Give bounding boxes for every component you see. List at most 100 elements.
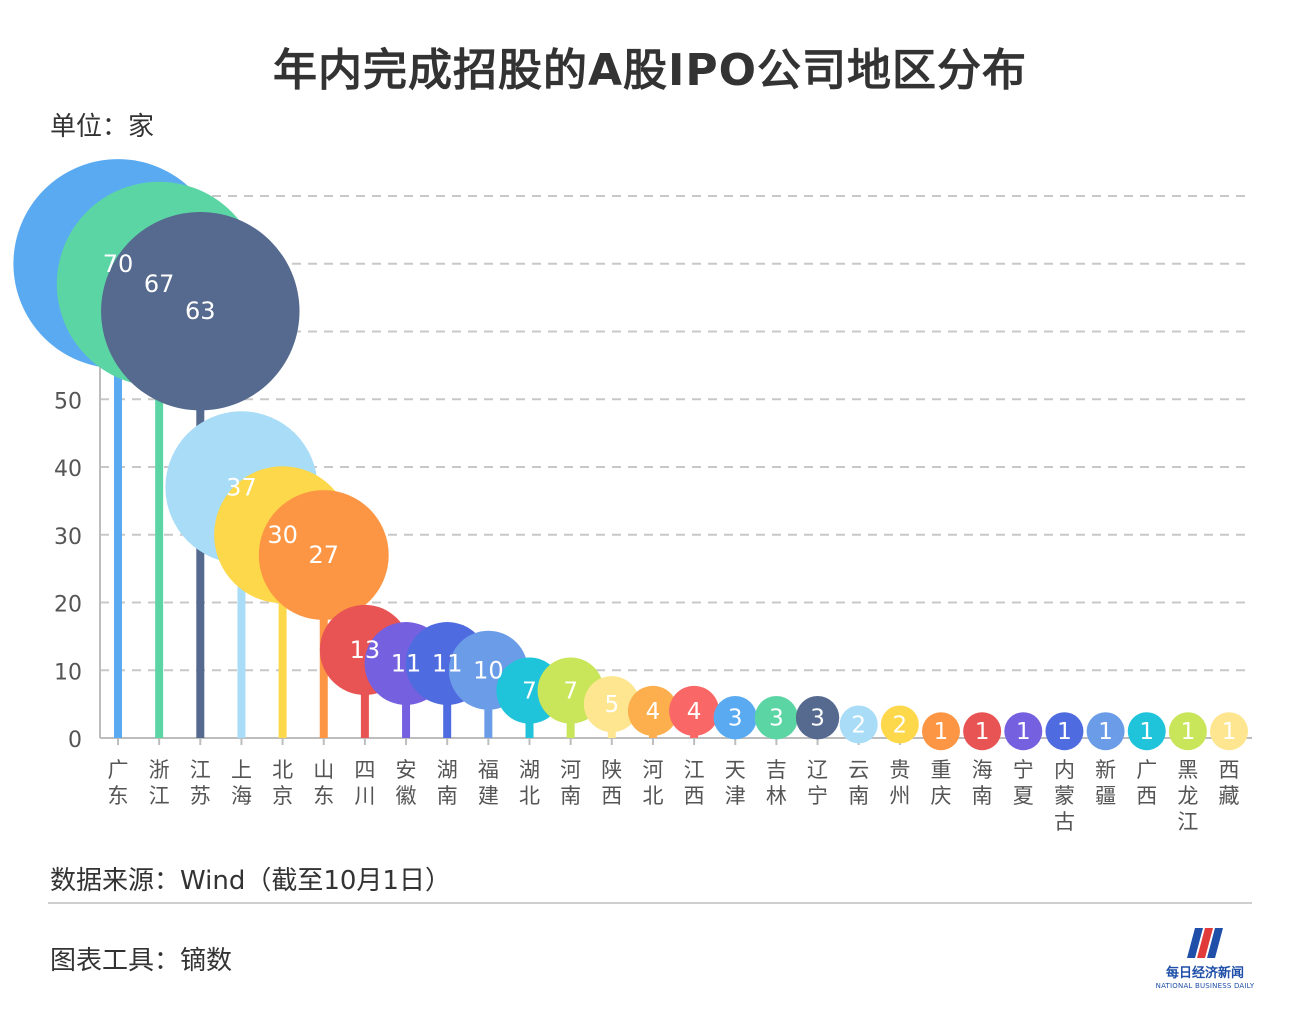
data-label: 4 [687, 699, 702, 725]
logo-text-en: NATIONAL BUSINESS DAILY [1155, 982, 1255, 990]
data-label: 7 [522, 679, 537, 705]
data-label: 37 [226, 473, 257, 501]
category-label: 河 [642, 758, 663, 782]
category-label: 川 [354, 784, 375, 808]
data-label: 27 [308, 541, 339, 569]
category-label: 新 [1095, 758, 1116, 782]
data-label: 70 [103, 250, 134, 278]
category-label: 辽 [807, 758, 828, 782]
category-label: 江 [190, 758, 211, 782]
category-label: 安 [396, 758, 417, 782]
unit-label: 单位：家 [50, 112, 155, 142]
category-label: 四 [354, 758, 375, 782]
category-label: 吉 [766, 758, 787, 782]
data-label: 2 [851, 712, 866, 738]
y-tick-label: 10 [54, 660, 82, 685]
category-label: 海 [231, 784, 252, 808]
category-label: 北 [519, 784, 540, 808]
category-label: 疆 [1095, 784, 1116, 808]
category-label: 宁 [1013, 758, 1034, 782]
category-label: 广 [108, 758, 129, 782]
category-label: 上 [231, 758, 252, 782]
data-label: 3 [810, 706, 825, 732]
category-label: 庆 [931, 784, 952, 808]
data-label: 3 [769, 706, 784, 732]
category-label: 江 [1177, 810, 1198, 834]
data-label: 11 [391, 649, 422, 677]
y-tick-label: 20 [54, 593, 82, 618]
divider [48, 902, 1252, 904]
category-label: 重 [931, 758, 952, 782]
data-bubble [1086, 712, 1125, 751]
category-label: 海 [972, 758, 993, 782]
category-label: 湖 [437, 758, 458, 782]
category-label: 河 [560, 758, 581, 782]
data-label: 11 [432, 649, 463, 677]
category-label: 江 [684, 758, 705, 782]
category-label: 夏 [1013, 784, 1034, 808]
category-label: 江 [149, 784, 170, 808]
category-label: 黑 [1177, 758, 1198, 782]
category-label: 建 [478, 784, 499, 808]
chart-title: 年内完成招股的A股IPO公司地区分布 [272, 45, 1028, 96]
data-bubble [754, 696, 799, 740]
data-bubble [1127, 712, 1166, 751]
chart-tool: 图表工具：镝数 [50, 946, 233, 976]
data-bubble [963, 712, 1002, 751]
data-label: 10 [473, 656, 504, 684]
category-label: 浙 [149, 758, 170, 782]
category-label: 津 [725, 784, 746, 808]
data-label: 1 [1222, 719, 1237, 745]
data-label: 1 [1057, 719, 1072, 745]
y-tick-label: 30 [54, 525, 82, 550]
data-bubble [1004, 712, 1043, 751]
category-label: 南 [560, 784, 581, 808]
data-label: 5 [604, 692, 619, 718]
category-label: 山 [313, 758, 334, 782]
bubble-layer [13, 159, 1249, 751]
data-bubble [627, 685, 678, 736]
data-label: 1 [1098, 719, 1113, 745]
category-label: 天 [725, 758, 746, 782]
data-bubble [839, 705, 878, 744]
category-label: 藏 [1219, 784, 1240, 808]
nbd-logo-icon [1187, 928, 1223, 958]
data-bubble [669, 685, 720, 736]
category-label: 南 [972, 784, 993, 808]
category-label: 西 [601, 784, 622, 808]
data-bubble [1168, 712, 1207, 751]
category-label: 贵 [889, 758, 910, 782]
nbd-logo: 每日经济新闻 NATIONAL BUSINESS DAILY [1150, 924, 1260, 994]
data-label: 1 [1181, 719, 1196, 745]
category-label: 徽 [396, 784, 417, 808]
category-label: 宁 [807, 784, 828, 808]
category-label: 广 [1136, 758, 1157, 782]
category-label-layer: 广东浙江江苏上海北京山东四川安徽湖南福建湖北河南陕西河北江西天津吉林辽宁云南贵州… [108, 758, 1240, 834]
data-label: 63 [185, 297, 216, 325]
category-label: 苏 [190, 784, 211, 808]
category-label: 云 [848, 758, 869, 782]
data-label: 30 [267, 521, 298, 549]
data-bubble [880, 705, 919, 744]
logo-text-cn: 每日经济新闻 [1165, 966, 1244, 981]
category-label: 西 [1219, 758, 1240, 782]
y-tick-label: 50 [54, 389, 82, 414]
category-label: 北 [642, 784, 663, 808]
data-label: 1 [934, 719, 949, 745]
category-label: 湖 [519, 758, 540, 782]
data-label: 2 [893, 712, 908, 738]
category-label: 内 [1054, 758, 1075, 782]
data-bubble [1210, 712, 1249, 751]
data-bubble [101, 211, 300, 411]
category-label: 东 [108, 784, 129, 808]
data-bubble [1045, 712, 1084, 751]
data-label: 13 [350, 636, 381, 664]
category-label: 福 [478, 758, 499, 782]
category-label: 南 [848, 784, 869, 808]
category-label: 州 [889, 784, 910, 808]
data-label: 1 [1139, 719, 1154, 745]
category-label: 陕 [601, 758, 622, 782]
category-label: 古 [1054, 810, 1075, 834]
data-label: 1 [975, 719, 990, 745]
